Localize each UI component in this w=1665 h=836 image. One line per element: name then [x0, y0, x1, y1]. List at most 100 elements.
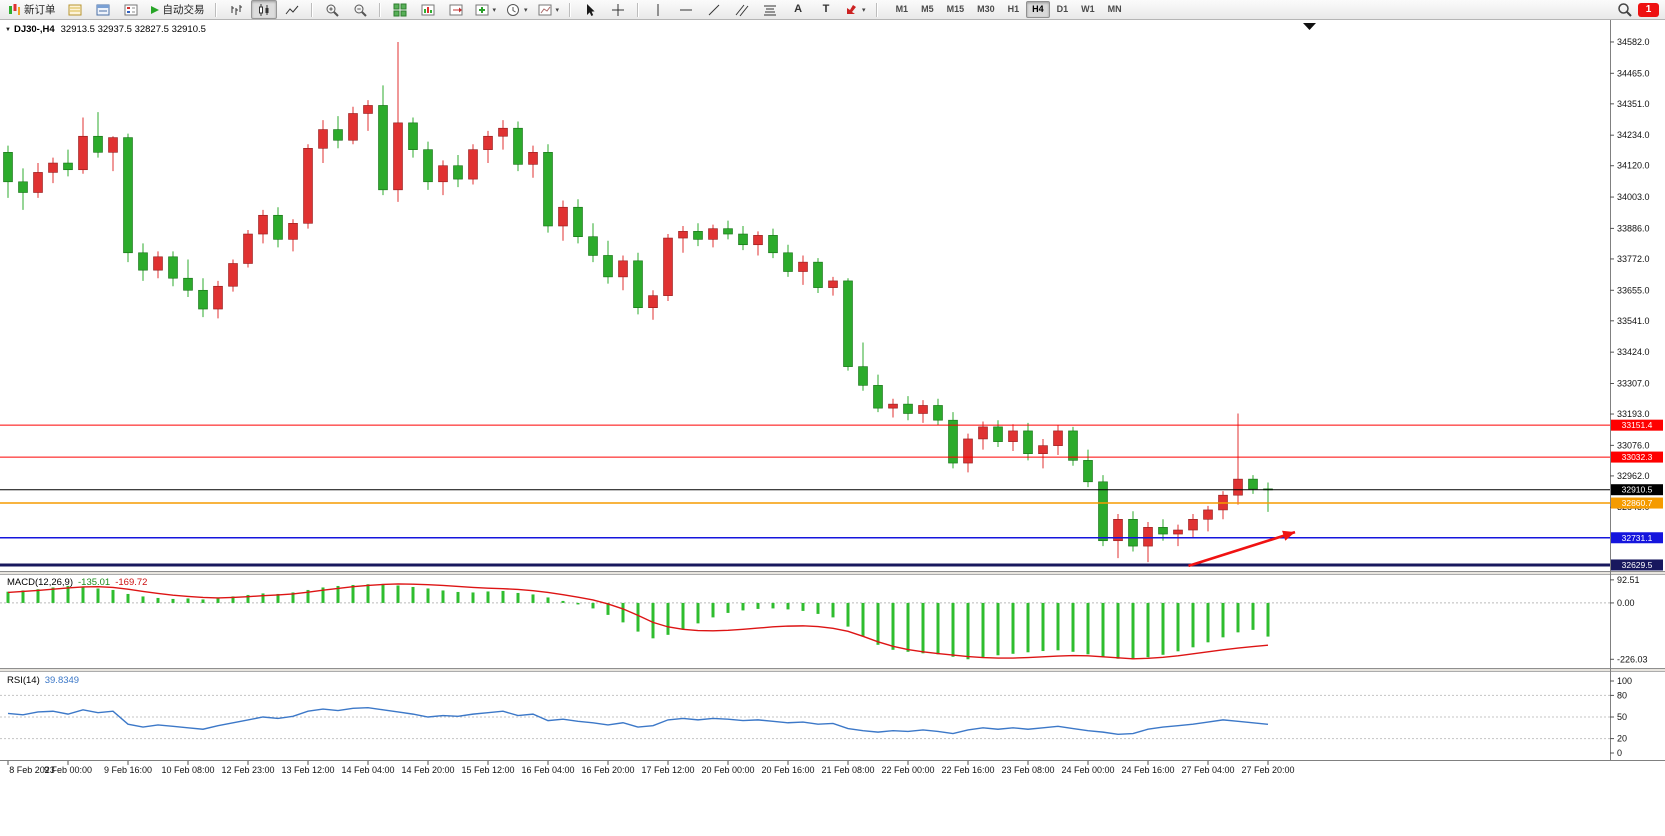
svg-text:34003.0: 34003.0 [1617, 192, 1650, 202]
svg-text:33076.0: 33076.0 [1617, 440, 1650, 450]
timeframe-m30[interactable]: M30 [977, 4, 995, 14]
bar-chart-button[interactable] [223, 0, 249, 19]
templates-icon [538, 3, 552, 17]
svg-text:33541.0: 33541.0 [1617, 316, 1650, 326]
timeframe-h4[interactable]: H4 [1026, 1, 1050, 18]
text-button[interactable]: A [785, 0, 811, 19]
new-order-label: 新订单 [24, 4, 56, 16]
channel-button[interactable] [729, 0, 755, 19]
label-button[interactable]: T [813, 0, 839, 19]
svg-text:9 Feb 00:00: 9 Feb 00:00 [44, 765, 92, 775]
svg-text:8 Feb 2023: 8 Feb 2023 [9, 765, 55, 775]
indicators-button[interactable]: ▾ [471, 0, 501, 19]
toolbar-separator [378, 2, 381, 17]
label-icon: T [822, 3, 830, 15]
timeframe-m15[interactable]: M15 [946, 4, 965, 14]
timeframe-h1[interactable]: H1 [1007, 4, 1020, 14]
chevron-down-icon: ▾ [524, 6, 528, 14]
svg-text:27 Feb 20:00: 27 Feb 20:00 [1241, 765, 1294, 775]
svg-text:20: 20 [1617, 734, 1627, 744]
svg-text:15 Feb 12:00: 15 Feb 12:00 [461, 765, 514, 775]
trendline-button[interactable] [701, 0, 727, 19]
fibonacci-icon [763, 3, 777, 17]
crosshair-button[interactable] [605, 0, 631, 19]
chevron-down-icon: ▾ [862, 6, 866, 14]
timeframe-m1[interactable]: M1 [895, 4, 909, 14]
new-chart-icon [421, 3, 435, 17]
cursor-icon [583, 3, 597, 17]
new-chart-button[interactable] [415, 0, 441, 19]
svg-text:34351.0: 34351.0 [1617, 99, 1650, 109]
timeframe-d1[interactable]: D1 [1056, 4, 1069, 14]
notification-badge[interactable]: 1 [1638, 2, 1659, 17]
line-chart-button[interactable] [279, 0, 305, 19]
svg-text:33772.0: 33772.0 [1617, 254, 1650, 264]
toolbar: 新订单 自动交易 [0, 0, 1665, 20]
toolbar-separator [310, 2, 313, 17]
chart-shift-marker[interactable] [1303, 23, 1316, 30]
svg-text:0: 0 [1617, 748, 1622, 758]
periods-button[interactable]: ▾ [502, 0, 532, 19]
horizontal-line-button[interactable] [673, 0, 699, 19]
fibonacci-button[interactable] [757, 0, 783, 19]
svg-text:32910.5: 32910.5 [1622, 485, 1653, 495]
new-order-button[interactable]: 新订单 [4, 0, 60, 19]
candlestick-chart-button[interactable] [250, 0, 277, 19]
svg-text:17 Feb 12:00: 17 Feb 12:00 [641, 765, 694, 775]
zoom-out-icon [353, 3, 367, 17]
timeframe-m5[interactable]: M5 [921, 4, 934, 14]
toolbar-separator [875, 2, 878, 17]
search-icon[interactable] [1617, 2, 1632, 17]
svg-text:16 Feb 20:00: 16 Feb 20:00 [581, 765, 634, 775]
svg-text:13 Feb 12:00: 13 Feb 12:00 [281, 765, 334, 775]
timeframe-mn[interactable]: MN [1107, 4, 1122, 14]
zoom-out-button[interactable] [347, 0, 373, 19]
navigator-icon [124, 3, 138, 17]
svg-text:24 Feb 00:00: 24 Feb 00:00 [1061, 765, 1114, 775]
cursor-button[interactable] [577, 0, 603, 19]
horizontal-line-icon [679, 3, 693, 17]
templates-button[interactable]: ▾ [534, 0, 564, 19]
arrow-tools-button[interactable]: ▾ [841, 0, 870, 19]
new-order-icon [8, 3, 21, 16]
navigator-button[interactable] [118, 0, 144, 19]
timeframe-w1[interactable]: W1 [1081, 4, 1095, 14]
rsi-pane: 100 80 50 20 0 [0, 676, 1632, 758]
svg-text:24 Feb 16:00: 24 Feb 16:00 [1121, 765, 1174, 775]
market-watch-button[interactable] [62, 0, 88, 19]
svg-text:32629.5: 32629.5 [1622, 560, 1653, 570]
text-icon: A [794, 3, 803, 15]
indicators-icon [475, 3, 489, 17]
timeframe-group: M1 M5 M15 M30 H1 H4 D1 W1 MN [890, 1, 1128, 18]
svg-text:-226.03: -226.03 [1617, 654, 1648, 664]
svg-text:34120.0: 34120.0 [1617, 161, 1650, 171]
chevron-down-icon: ▾ [555, 6, 560, 14]
toolbar-separator [569, 2, 572, 17]
data-window-icon [96, 3, 110, 17]
toolbar-right: 1 [1617, 2, 1661, 17]
tile-windows-button[interactable] [387, 0, 413, 19]
trend-arrow-annotation[interactable] [1188, 530, 1296, 568]
svg-text:16 Feb 04:00: 16 Feb 04:00 [521, 765, 574, 775]
auto-trading-button[interactable]: 自动交易 [146, 0, 209, 19]
auto-trading-label: 自动交易 [162, 4, 205, 16]
svg-text:34465.0: 34465.0 [1617, 68, 1650, 78]
zoom-in-button[interactable] [319, 0, 345, 19]
data-window-button[interactable] [90, 0, 116, 19]
vertical-line-button[interactable] [645, 0, 671, 19]
candles [3, 41, 1273, 563]
price-badge-32910.5: 32910.5 [1611, 484, 1663, 496]
chart-shift-button[interactable] [443, 0, 469, 19]
periods-icon [506, 3, 520, 17]
svg-text:33655.0: 33655.0 [1617, 285, 1650, 295]
svg-text:50: 50 [1617, 712, 1627, 722]
channel-icon [735, 3, 749, 17]
svg-text:80: 80 [1617, 690, 1627, 700]
auto-trading-play-icon [150, 5, 160, 15]
svg-text:33307.0: 33307.0 [1617, 378, 1650, 388]
svg-text:12 Feb 23:00: 12 Feb 23:00 [221, 765, 274, 775]
market-watch-icon [68, 3, 82, 17]
trendline-icon [707, 3, 721, 17]
candlestick-chart-icon [257, 3, 271, 17]
